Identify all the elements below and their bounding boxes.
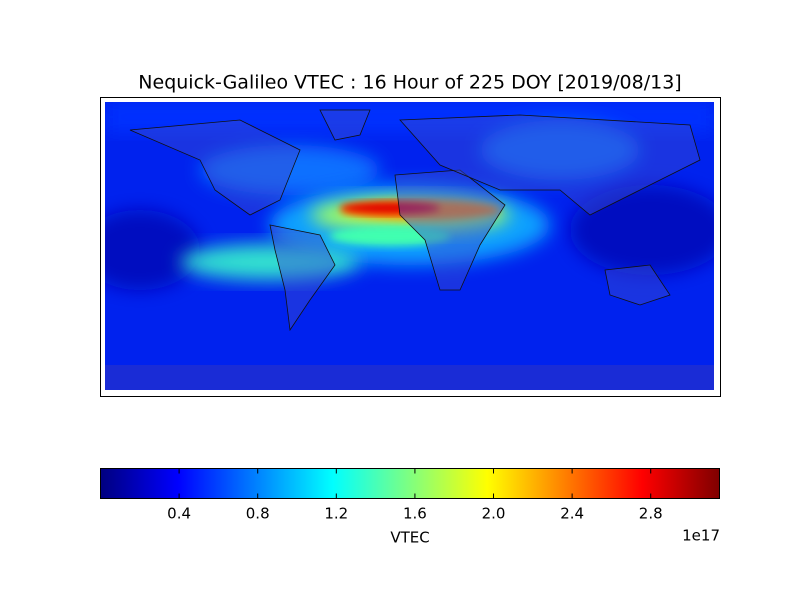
colorbar	[100, 468, 720, 499]
colorbar-label: VTEC	[390, 529, 429, 547]
colorbar-tick-label: 0.4	[167, 505, 191, 523]
colorbar-tick-label: 0.8	[246, 505, 270, 523]
colorbar-tick-label: 1.2	[324, 505, 348, 523]
map-title: Nequick-Galileo VTEC : 16 Hour of 225 DO…	[138, 72, 681, 94]
colorbar-tick-label: 2.8	[639, 505, 663, 523]
colorbar-tick-label: 1.6	[403, 505, 427, 523]
colorbar-tick-label: 2.0	[482, 505, 506, 523]
colorbar-tick-label: 2.4	[560, 505, 584, 523]
colorbar-offset: 1e17	[682, 527, 720, 545]
vtec-field	[105, 102, 714, 390]
